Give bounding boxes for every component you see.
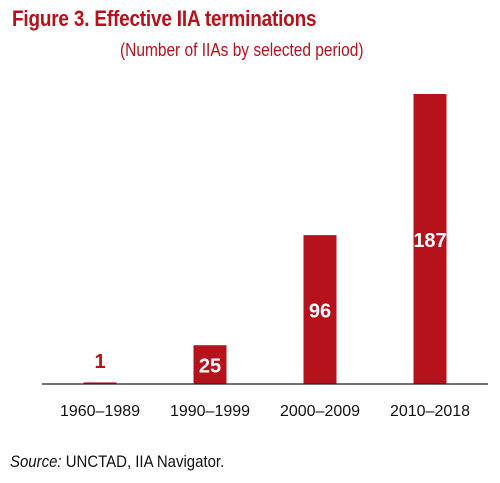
bar-2010–2018 bbox=[413, 94, 447, 384]
chart-subtitle: (Number of IIAs by selected period) bbox=[120, 40, 364, 60]
chart-title: Figure 3. Effective IIA terminations bbox=[12, 6, 317, 31]
source-label: Source: bbox=[10, 452, 62, 471]
bar-1990–1999 bbox=[193, 345, 227, 384]
bar-2000–2009 bbox=[303, 235, 337, 384]
x-tick-label: 1960–1989 bbox=[60, 403, 140, 420]
bar-1960–1989 bbox=[83, 382, 117, 384]
data-label: 187 bbox=[413, 230, 446, 252]
x-tick-label: 1990–1999 bbox=[170, 403, 250, 420]
source-note: Source: UNCTAD, IIA Navigator. bbox=[10, 452, 224, 472]
x-tick-label: 2000–2009 bbox=[280, 403, 360, 420]
x-tick-label: 2010–2018 bbox=[390, 403, 470, 420]
data-label: 1 bbox=[94, 351, 105, 373]
data-label: 25 bbox=[199, 356, 221, 378]
data-label: 96 bbox=[309, 301, 331, 323]
source-text: UNCTAD, IIA Navigator. bbox=[61, 452, 225, 471]
